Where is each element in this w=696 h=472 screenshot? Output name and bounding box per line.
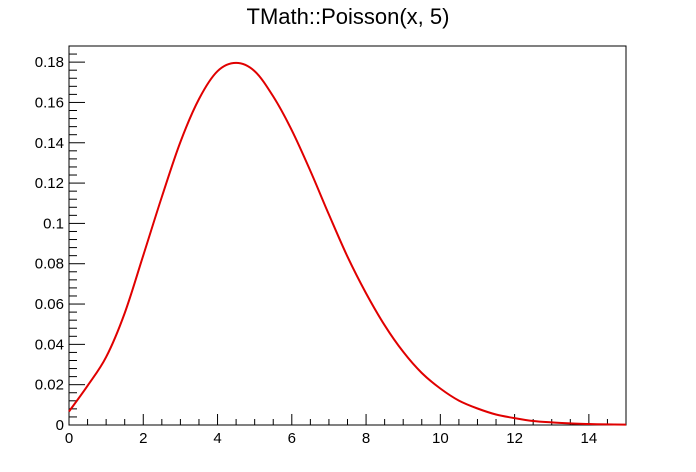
y-tick-label: 0.14 bbox=[35, 135, 64, 152]
chart-title: TMath::Poisson(x, 5) bbox=[246, 4, 450, 29]
y-tick-label: 0.08 bbox=[35, 256, 64, 273]
y-tick-label: 0.18 bbox=[35, 54, 64, 71]
series-line bbox=[68, 61, 627, 426]
y-tick-label: 0.02 bbox=[35, 377, 64, 394]
y-tick-label: 0.06 bbox=[35, 296, 64, 313]
x-tick-label: 10 bbox=[432, 430, 449, 447]
y-tick-label: 0.1 bbox=[43, 215, 64, 232]
plot-frame bbox=[68, 45, 627, 426]
x-tick-label: 14 bbox=[581, 430, 598, 447]
x-tick-label: 0 bbox=[65, 430, 73, 447]
x-tick-label: 2 bbox=[139, 430, 147, 447]
x-tick-label: 12 bbox=[506, 430, 523, 447]
x-tick-label: 8 bbox=[362, 430, 370, 447]
x-tick-label: 4 bbox=[213, 430, 221, 447]
y-tick-label: 0.12 bbox=[35, 175, 64, 192]
x-tick-label: 6 bbox=[288, 430, 296, 447]
y-tick-label: 0.04 bbox=[35, 336, 64, 353]
y-tick-label: 0.16 bbox=[35, 94, 64, 111]
y-tick-label: 0 bbox=[56, 417, 64, 434]
